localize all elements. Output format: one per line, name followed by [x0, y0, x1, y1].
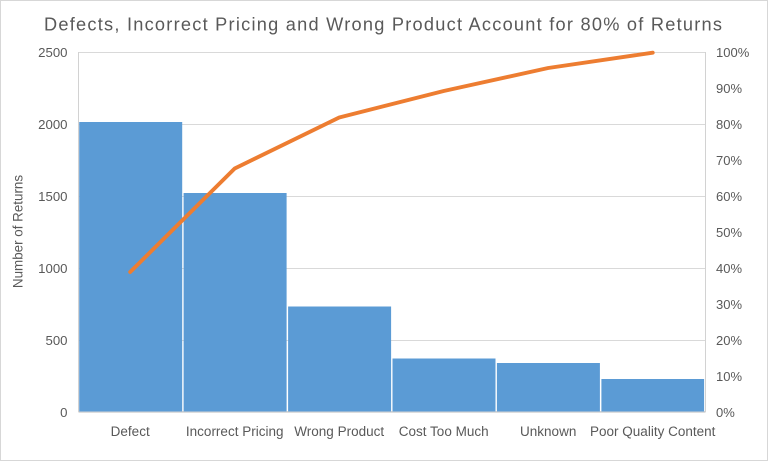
- svg-text:Defect: Defect: [111, 424, 150, 439]
- svg-text:70%: 70%: [716, 153, 742, 168]
- svg-text:30%: 30%: [716, 297, 742, 312]
- svg-text:Number of Returns: Number of Returns: [11, 175, 26, 288]
- svg-text:500: 500: [45, 333, 67, 348]
- svg-text:Unknown: Unknown: [520, 424, 576, 439]
- svg-text:100%: 100%: [716, 45, 750, 60]
- svg-text:2000: 2000: [38, 117, 67, 132]
- svg-text:Cost Too Much: Cost Too Much: [399, 424, 489, 439]
- svg-text:20%: 20%: [716, 333, 742, 348]
- svg-text:10%: 10%: [716, 369, 742, 384]
- svg-text:60%: 60%: [716, 189, 742, 204]
- svg-text:2500: 2500: [38, 45, 67, 60]
- svg-text:Incorrect Pricing: Incorrect Pricing: [186, 424, 284, 439]
- svg-text:1000: 1000: [38, 261, 67, 276]
- svg-text:Wrong Product: Wrong Product: [294, 424, 384, 439]
- svg-text:0%: 0%: [716, 405, 735, 420]
- svg-text:1500: 1500: [38, 189, 67, 204]
- svg-text:80%: 80%: [716, 117, 742, 132]
- svg-text:0: 0: [60, 405, 67, 420]
- svg-text:Defects, Incorrect Pricing and: Defects, Incorrect Pricing and Wrong Pro…: [44, 15, 722, 35]
- svg-text:90%: 90%: [716, 81, 742, 96]
- svg-text:50%: 50%: [716, 225, 742, 240]
- svg-text:40%: 40%: [716, 261, 742, 276]
- svg-text:Poor Quality Content: Poor Quality Content: [590, 424, 716, 439]
